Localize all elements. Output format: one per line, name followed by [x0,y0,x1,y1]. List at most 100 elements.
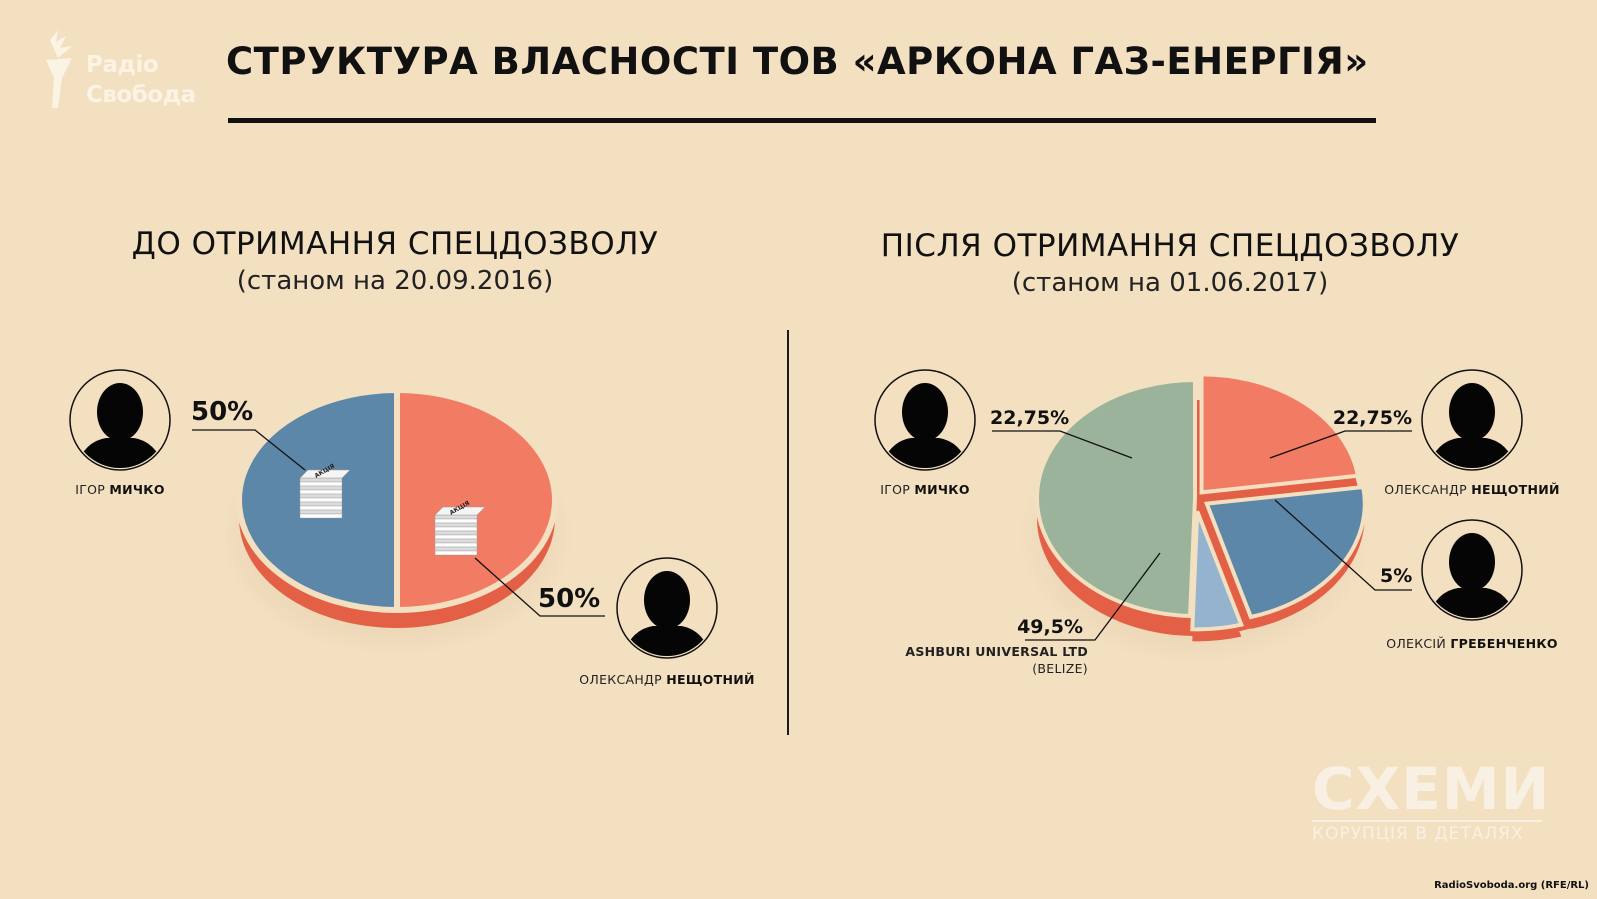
before-neshchotnyi-name: ОЛЕКСАНДР НЕЩОТНИЙ [579,672,754,687]
before-section-title: ДО ОТРИМАННЯ СПЕЦДОЗВОЛУ [131,226,659,262]
share-sheet [299,497,343,503]
share-sheet [299,501,343,507]
share-sheet [434,550,478,556]
share-sheet [434,526,478,532]
avatar-neshchotnyi-before [616,557,718,659]
before-neshchotnyi-pct: 50% [538,584,600,614]
share-sheet [299,477,343,483]
source-credit: RadioSvoboda.org (RFE/RL) [1434,880,1589,891]
share-sheet [434,542,478,548]
share-top [299,469,351,479]
after-section-title: ПІСЛЯ ОТРИМАННЯ СПЕЦДОЗВОЛУ [880,228,1460,264]
before-neshchotnyi-name-last: НЕЩОТНИЙ [666,672,755,687]
share-sheet [434,518,478,524]
avatar-mychko-after-silhouette [877,383,973,468]
avatar-mychko-after [874,369,976,471]
after-hrebenchenko-pct: 5% [1380,565,1412,587]
share-sheet [299,493,343,499]
before-mychko-name: ІГОР МИЧКО [75,482,165,497]
after-slice-4 [1035,377,1197,618]
after-hrebenchenko-name-last: ГРЕБЕНЧЕНКО [1450,636,1557,651]
before-neshchotnyi-leader [474,557,605,617]
after-mychko-leader [992,430,1133,459]
avatar-mychko-after-shoulders [877,438,973,468]
avatar-neshchotnyi-after-silhouette [1424,383,1520,468]
after-slice-4-top [1035,377,1197,618]
avatar-neshchotnyi-after [1421,369,1523,471]
share-top [434,506,486,516]
share-sheet [299,489,343,495]
before-mychko-pct: 50% [191,397,253,427]
after-slice-2-top [1203,484,1367,620]
avatar-hrebenchenko-after-ring [1421,519,1523,621]
logo-line-1: Радіо [86,52,159,78]
radio-svoboda-logo: Радіо Свобода [28,28,218,118]
before-mychko-name-first: ІГОР [75,482,109,497]
share-sheet [299,485,343,491]
after-ashburi-country: (BELIZE) [1032,661,1088,676]
before-section-subtitle: (станом на 20.09.2016) [236,266,554,296]
avatar-mychko-before-shoulders [72,438,168,468]
chart-labels: 50% 50% ІГОР МИЧКО ОЛЕКСАНДР НЕЩОТНИЙ 22,75%… [75,397,1560,687]
avatar-neshchotnyi-before-silhouette [619,571,715,656]
avatar-mychko-after-head [902,383,948,441]
share-stack-left: АКЦІЯ [299,462,351,519]
logo-line-2: Свобода [86,82,196,108]
share-sheet [434,538,478,544]
avatar-mychko-before-ring [69,369,171,471]
after-mychko-name-last: МИЧКО [914,482,969,497]
after-section-subtitle: (станом на 01.06.2017) [1011,268,1329,298]
avatar-hrebenchenko-after-head [1449,533,1495,591]
after-pie-chart [1017,372,1373,664]
after-mychko-name: ІГОР МИЧКО [880,482,970,497]
avatar-neshchotnyi-after-ring [1421,369,1523,471]
avatar-mychko-after-neck [915,428,935,442]
avatar-mychko-after-ring [874,369,976,471]
avatar-hrebenchenko-after [1421,519,1523,621]
avatar-mychko-before [69,369,171,471]
after-slice-2 [1203,484,1367,629]
after-ashburi-pct: 49,5% [1017,616,1083,638]
share-sheet [299,513,343,519]
avatar-hrebenchenko-after-neck [1462,578,1482,592]
avatar-mychko-before-neck [110,428,130,442]
avatar-neshchotnyi-before-head [644,571,690,629]
after-neshchotnyi-pct: 22,75% [1333,407,1412,429]
after-ashburi-leader [1025,552,1161,641]
after-slice-1 [1199,372,1361,505]
avatar-neshchotnyi-after-neck [1462,428,1482,442]
share-sheet [299,509,343,515]
after-hrebenchenko-name-first: ОЛЕКСІЙ [1386,636,1450,651]
avatar-neshchotnyi-after-shoulders [1424,438,1520,468]
person-avatars [69,369,1523,659]
after-hrebenchenko-leader [1274,499,1412,591]
avatar-neshchotnyi-before-neck [657,616,677,630]
after-slice-1-top [1199,372,1361,495]
share-sheet [434,514,478,520]
avatar-neshchotnyi-before-ring [616,557,718,659]
share-sheet [299,505,343,511]
after-neshchotnyi-name-last: НЕЩОТНИЙ [1471,482,1560,497]
share-sheet [299,481,343,487]
avatar-neshchotnyi-after-head [1449,383,1495,441]
avatar-hrebenchenko-after-shoulders [1424,588,1520,618]
after-hrebenchenko-name: ОЛЕКСІЙ ГРЕБЕНЧЕНКО [1386,636,1558,651]
title-underline [228,118,1376,123]
schemy-watermark: СХЕМИ КОРУПЦІЯ В ДЕТАЛЯХ [1312,758,1552,848]
after-neshchotnyi-leader [1269,430,1412,459]
after-neshchotnyi-name-first: ОЛЕКСАНДР [1384,482,1471,497]
torch-icon [46,30,72,108]
share-sheet [434,530,478,536]
page-title: СТРУКТУРА ВЛАСНОСТІ ТОВ «АРКОНА ГАЗ-ЕНЕР… [226,40,1369,83]
avatar-mychko-before-silhouette [72,383,168,468]
avatar-neshchotnyi-before-shoulders [619,626,715,656]
schemy-logo-text: СХЕМИ [1312,755,1551,823]
logo-text: Радіо Свобода [86,50,196,110]
share-sheet [434,534,478,540]
share-sheet [434,546,478,552]
after-mychko-pct: 22,75% [990,407,1069,429]
after-slice-3-top [1190,510,1245,632]
avatar-hrebenchenko-after-silhouette [1424,533,1520,618]
before-mychko-leader [192,429,306,471]
